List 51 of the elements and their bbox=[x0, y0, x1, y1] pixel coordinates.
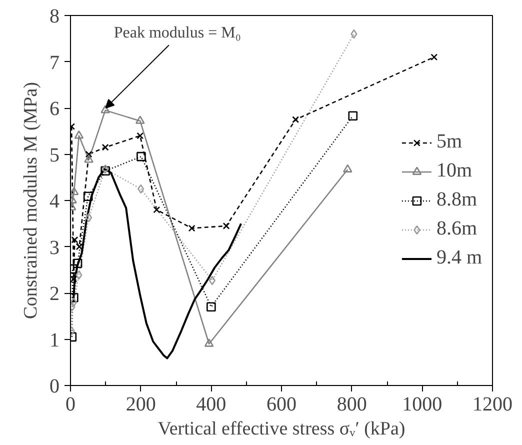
point bbox=[70, 186, 79, 196]
point bbox=[222, 222, 230, 230]
y-tick-label: 0 bbox=[50, 376, 60, 398]
point bbox=[350, 29, 358, 39]
legend-label: 5m bbox=[436, 130, 462, 154]
point bbox=[72, 258, 82, 268]
point bbox=[153, 206, 160, 214]
x-axis-title: Vertical effective stress σᵥ′ (kPa) bbox=[158, 418, 406, 440]
point bbox=[74, 130, 84, 139]
legend-label: 8.6m bbox=[436, 218, 477, 240]
point bbox=[348, 111, 358, 121]
point bbox=[206, 302, 216, 312]
y-tick-label: 8 bbox=[50, 6, 60, 28]
point bbox=[204, 338, 214, 347]
point bbox=[188, 224, 196, 232]
annotation: Peak modulus = M₀ bbox=[114, 24, 241, 42]
point bbox=[138, 184, 144, 194]
point bbox=[102, 144, 109, 151]
x-tick-label: 200 bbox=[126, 394, 156, 416]
legend-label: 10m bbox=[436, 160, 472, 182]
legend-label: 8.8m bbox=[436, 188, 477, 212]
x-tick-label: 800 bbox=[336, 394, 367, 416]
point bbox=[76, 243, 83, 250]
point bbox=[342, 164, 352, 172]
x-tick-label: 600 bbox=[266, 394, 296, 416]
y-tick-label: 5 bbox=[50, 144, 60, 166]
y-tick-label: 4 bbox=[50, 190, 60, 212]
y-axis-title: Constrained modulus M (MPa) bbox=[20, 82, 42, 319]
x-tick-label: 1000 bbox=[402, 394, 442, 416]
y-tick-label: 2 bbox=[50, 283, 60, 305]
point bbox=[71, 236, 78, 244]
y-tick-label: 6 bbox=[50, 98, 60, 120]
point bbox=[430, 54, 438, 61]
y-tick-label: 7 bbox=[50, 52, 60, 74]
point bbox=[85, 212, 92, 222]
point bbox=[208, 276, 216, 286]
legend-label: 9.4 m bbox=[436, 246, 482, 270]
x-tick-label: 0 bbox=[66, 394, 76, 416]
x-tick-label: 1200 bbox=[472, 394, 512, 416]
point bbox=[84, 154, 94, 163]
point bbox=[135, 116, 145, 124]
point bbox=[83, 192, 93, 201]
x-tick-label: 400 bbox=[196, 394, 226, 416]
point bbox=[136, 152, 146, 162]
y-tick-label: 1 bbox=[50, 329, 60, 352]
point bbox=[292, 116, 300, 124]
point bbox=[136, 132, 144, 140]
point bbox=[85, 150, 92, 158]
point bbox=[100, 105, 110, 114]
y-tick-label: 3 bbox=[50, 236, 60, 259]
point bbox=[76, 270, 82, 280]
